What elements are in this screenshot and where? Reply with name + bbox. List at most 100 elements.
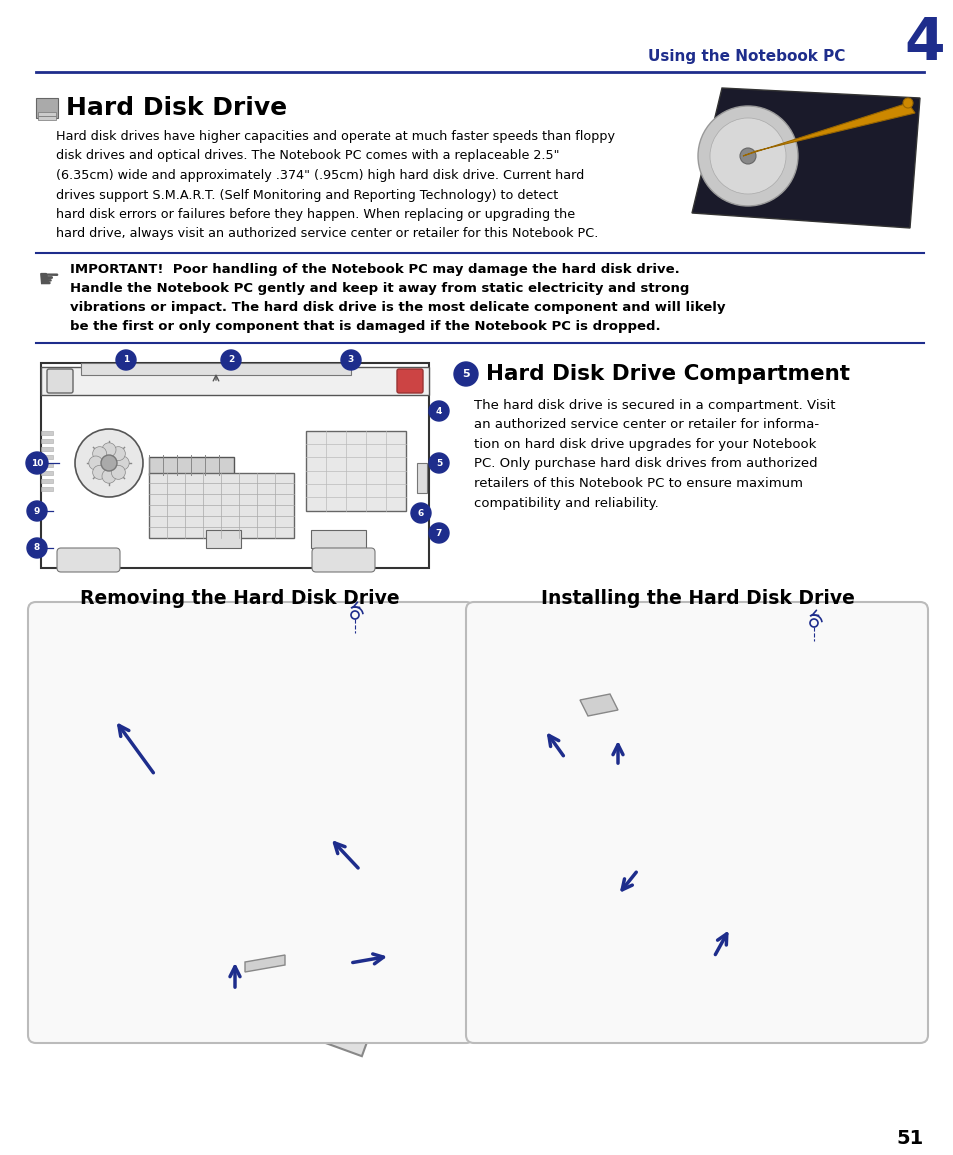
FancyBboxPatch shape [28,602,474,1043]
Text: 5: 5 [461,368,469,379]
Text: Using the Notebook PC: Using the Notebook PC [647,49,844,64]
Text: compatibility and reliability.: compatibility and reliability. [474,497,659,509]
Text: The hard disk drive is secured in a compartment. Visit: The hard disk drive is secured in a comp… [474,398,835,412]
Text: 2: 2 [228,356,233,365]
Bar [669,906,752,952]
Circle shape [740,148,755,164]
Bar [41,487,53,491]
Circle shape [411,502,431,523]
Bar [676,921,759,966]
Bar [642,849,725,895]
Bar [38,112,56,116]
Text: Handle the Notebook PC gently and keep it away from static electricity and stron: Handle the Notebook PC gently and keep i… [70,282,689,295]
Text: 9: 9 [33,507,40,515]
Bar [497,621,742,839]
Bar [245,904,324,948]
Bar [41,455,53,459]
Circle shape [115,456,129,470]
Bar [152,725,226,782]
Bar [173,894,395,1056]
Circle shape [221,350,241,370]
Text: vibrations or impact. The hard disk drive is the most delicate component and wil: vibrations or impact. The hard disk driv… [70,301,724,314]
Bar [656,878,739,924]
Circle shape [102,442,116,456]
Polygon shape [691,88,919,228]
Bar [306,431,406,511]
Bar [142,738,217,795]
Bar [41,447,53,450]
Bar [551,777,847,1033]
Bar [41,479,53,483]
Text: retailers of this Notebook PC to ensure maximum: retailers of this Notebook PC to ensure … [474,477,802,490]
Polygon shape [245,955,285,973]
Circle shape [27,538,47,558]
Circle shape [89,456,103,470]
Bar [41,439,53,444]
Bar [41,367,429,395]
FancyBboxPatch shape [149,457,233,475]
Text: 6: 6 [417,508,424,517]
Circle shape [429,453,449,474]
Bar [256,879,336,923]
Text: Hard disk drives have higher capacities and operate at much faster speeds than f: Hard disk drives have higher capacities … [56,131,615,143]
Text: be the first or only component that is damaged if the Notebook PC is dropped.: be the first or only component that is d… [70,320,659,333]
Bar [178,687,253,744]
Text: hard disk errors or failures before they happen. When replacing or upgrading the: hard disk errors or failures before they… [56,208,575,221]
Bar [206,530,241,547]
Bar [36,98,58,118]
Circle shape [709,118,785,194]
Bar [263,866,342,910]
Text: (6.35cm) wide and approximately .374" (.95cm) high hard disk drive. Current hard: (6.35cm) wide and approximately .374" (.… [56,169,583,182]
Bar [41,471,53,475]
Text: 3: 3 [348,356,354,365]
Text: Hard Disk Drive: Hard Disk Drive [66,96,287,120]
Circle shape [101,455,117,471]
Bar [41,463,53,467]
Circle shape [454,362,477,386]
Circle shape [26,452,48,474]
Circle shape [27,501,47,521]
FancyBboxPatch shape [57,547,120,572]
Polygon shape [742,103,914,156]
Bar [133,751,208,807]
Bar [50,609,340,881]
Bar [662,892,745,938]
Polygon shape [579,694,618,716]
Text: hard drive, always visit an authorized service center or retailer for this Noteb: hard drive, always visit an authorized s… [56,228,598,240]
Circle shape [75,429,143,497]
Bar [649,863,732,909]
Bar [160,713,234,769]
Bar [125,765,199,820]
FancyBboxPatch shape [312,547,375,572]
Text: ☛: ☛ [38,268,60,292]
Text: disk drives and optical drives. The Notebook PC comes with a replaceable 2.5": disk drives and optical drives. The Note… [56,149,558,163]
Text: 4: 4 [903,15,944,73]
Bar [238,918,318,961]
Bar [682,934,765,981]
Circle shape [340,350,360,370]
Bar [269,854,349,897]
Bar [154,787,435,1023]
Circle shape [429,401,449,422]
Text: tion on hard disk drive upgrades for your Notebook: tion on hard disk drive upgrades for you… [474,438,816,450]
Text: Removing the Hard Disk Drive: Removing the Hard Disk Drive [80,589,399,608]
Bar [251,892,331,936]
Bar [41,431,53,435]
Circle shape [429,523,449,543]
Text: 5: 5 [436,459,441,468]
Circle shape [92,447,107,461]
Circle shape [698,106,797,206]
Text: Installing the Hard Disk Drive: Installing the Hard Disk Drive [540,589,854,608]
Bar [311,530,366,547]
FancyBboxPatch shape [465,602,927,1043]
FancyBboxPatch shape [396,368,422,393]
Text: 7: 7 [436,529,442,537]
Text: 4: 4 [436,407,442,416]
Text: drives support S.M.A.R.T. (Self Monitoring and Reporting Technology) to detect: drives support S.M.A.R.T. (Self Monitori… [56,188,558,201]
Bar [170,700,244,757]
Text: 51: 51 [896,1128,923,1148]
Circle shape [116,350,136,370]
Text: Hard Disk Drive Compartment: Hard Disk Drive Compartment [485,364,849,383]
Circle shape [112,465,125,479]
Text: 1: 1 [123,356,129,365]
